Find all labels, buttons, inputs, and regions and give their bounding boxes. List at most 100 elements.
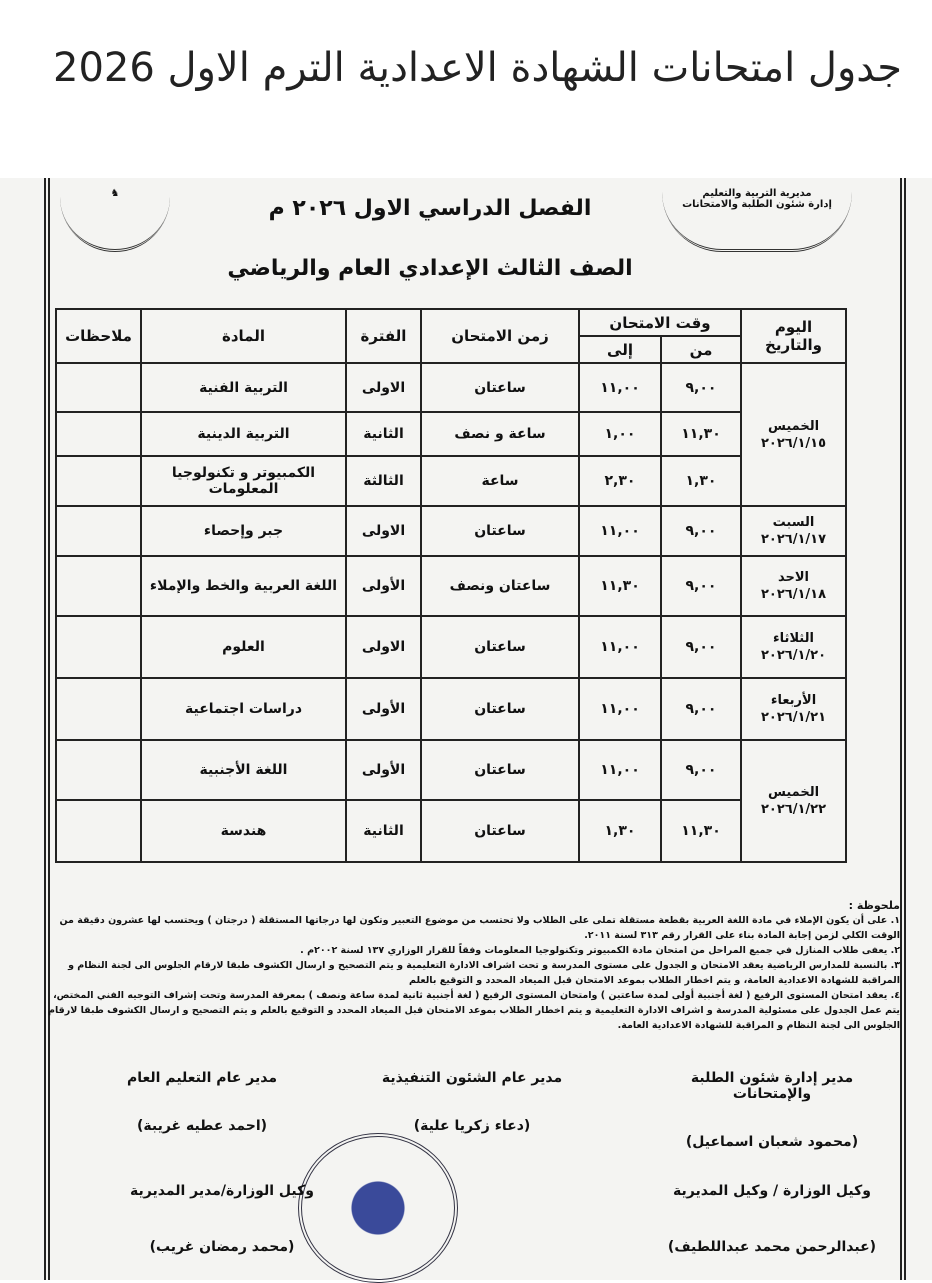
official-stamp [298, 1133, 458, 1283]
from-cell: ١١,٣٠ [660, 799, 742, 863]
exam-date: ٢٠٢٦/١/٢٢ [760, 802, 827, 817]
table-row: الاحد ٢٠٢٦/١/١٨ ٩,٠٠ ١١,٣٠ ساعتان ونصف الأولى… [55, 555, 847, 617]
to-cell: ١,٠٠ [578, 411, 662, 457]
to-cell: ١١,٠٠ [578, 505, 662, 557]
duration-cell: ساعتان [420, 362, 580, 413]
day-date-cell: الخميس ٢٠٢٦/١/١٥ [740, 362, 847, 507]
org-line: مديرية التربية والتعليم [702, 188, 812, 199]
exam-date: ٢٠٢٦/١/٢٠ [760, 648, 827, 663]
header-exam-time: وقت الامتحان [578, 308, 742, 337]
duration-cell: ساعتان [420, 505, 580, 557]
day-date-cell: الاحد ٢٠٢٦/١/١٨ [740, 555, 847, 617]
to-cell: ١١,٠٠ [578, 677, 662, 741]
from-cell: ٩,٠٠ [660, 615, 742, 679]
subject-cell: اللغة العربية والخط والإملاء [140, 555, 347, 617]
period-cell: الأولى [345, 739, 422, 801]
signature-title: مدير إدارة شئون الطلبة والإمتحانات [690, 1070, 854, 1102]
header-period: الفترة [345, 308, 422, 364]
term-title: الفصل الدراسي الاول ٢٠٢٦ م [268, 196, 592, 221]
period-cell: الثالثة [345, 455, 422, 507]
notes-cell [55, 555, 142, 617]
notes-cell [55, 799, 142, 863]
notes-cell [55, 455, 142, 507]
signature-block: مدير عام التعليم العام (احمد عطيه غريبة) [82, 1070, 322, 1134]
signature-name: (عبدالرحمن محمد عبداللطيف) [667, 1239, 877, 1255]
signature-title: مدير عام التعليم العام [127, 1070, 277, 1086]
to-cell: ١١,٣٠ [578, 555, 662, 617]
frame-border-right [900, 178, 906, 1280]
signature-title: وكيل الوزارة/مدير المديرية [130, 1183, 314, 1199]
from-cell: ٩,٠٠ [660, 739, 742, 801]
to-cell: ٢,٣٠ [578, 455, 662, 507]
exam-date: ٢٠٢٦/١/١٥ [760, 435, 827, 451]
directorate-emblem: مديرية التربية والتعليم إدارة شئون الطلب… [662, 182, 852, 252]
table-row: الخميس ٢٠٢٦/١/١٥ ٩,٠٠ ١١,٠٠ ساعتان الاولى التر… [55, 362, 847, 507]
period-cell: الاولى [345, 362, 422, 413]
signature-name: (احمد عطيه غريبة) [136, 1118, 268, 1134]
day-name: الثلاثاء [773, 631, 814, 646]
header-from: من [660, 335, 742, 364]
period-cell: الاولى [345, 615, 422, 679]
day-date-cell: الثلاثاء ٢٠٢٦/١/٢٠ [740, 615, 847, 679]
table-row: الثلاثاء ٢٠٢٦/١/٢٠ ٩,٠٠ ١١,٠٠ ساعتان الاولى ال… [55, 615, 847, 679]
frame-border-left [44, 178, 50, 1280]
duration-cell: ساعتان [420, 799, 580, 863]
from-cell: ٩,٠٠ [660, 555, 742, 617]
subject-cell: اللغة الأجنبية [140, 739, 347, 801]
day-name: الأربعاء [770, 693, 817, 708]
header-notes: ملاحظات [55, 308, 142, 364]
subject-cell: الكمبيوتر و تكنولوجيا المعلومات [140, 455, 347, 507]
note-item: ١. على أن يكون الإملاء في مادة اللغة الع… [59, 915, 900, 941]
signature-title: وكيل الوزارة / وكيل المديرية [673, 1183, 871, 1199]
to-cell: ١١,٠٠ [578, 615, 662, 679]
signature-title: مدير عام الشئون التنفيذية [381, 1070, 563, 1086]
subject-cell: التربية الفنية [140, 362, 347, 413]
duration-cell: ساعتان ونصف [420, 555, 580, 617]
day-date-cell: الأربعاء ٢٠٢٦/١/٢١ [740, 677, 847, 741]
from-cell: ٩,٠٠ [660, 362, 742, 413]
period-cell: الأولى [345, 677, 422, 741]
signature-name: (دعاء زكريا علية) [413, 1118, 531, 1134]
signature-name: (محمد رمضان غريب) [149, 1239, 295, 1255]
table-row: ١١,٣٠ ١,٣٠ ساعتان الثانية هندسة [55, 799, 846, 863]
from-cell: ٩,٠٠ [660, 677, 742, 741]
logo-emblem: ♞ [60, 182, 170, 252]
period-cell: الاولى [345, 505, 422, 557]
notes-cell [55, 411, 142, 457]
post-title: جدول امتحانات الشهادة الاعدادية الترم ال… [53, 45, 902, 91]
day-name: السبت [772, 515, 815, 530]
duration-cell: ساعة و نصف [420, 411, 580, 457]
notes-cell [55, 615, 142, 679]
table-row: الخميس ٢٠٢٦/١/٢٢ ٩,٠٠ ١١,٠٠ ساعتان الأولى اللغ… [55, 739, 847, 863]
note-item: ٣. بالنسبة للمدارس الرياضية يعقد الامتحا… [68, 960, 900, 986]
exam-schedule-document: مديرية التربية والتعليم إدارة شئون الطلب… [0, 178, 932, 1283]
exam-date: ٢٠٢٦/١/٢١ [760, 710, 827, 725]
notes-cell [55, 677, 142, 741]
signature-block: وكيل الوزارة / وكيل المديرية (عبدالرحمن م… [652, 1183, 892, 1255]
subject-cell: هندسة [140, 799, 347, 863]
notes-section: ملحوظة : ١. على أن يكون الإملاء في مادة … [40, 898, 900, 1033]
note-item: ٤. يعقد امتحان المستوى الرفيع ( لغة أجنب… [48, 990, 900, 1031]
schedule-table: اليوم والتاريخ وقت الامتحان زمن الامتحان… [55, 308, 847, 863]
header-day-date: اليوم والتاريخ [740, 308, 847, 364]
notes-label: ملحوظة : [848, 899, 900, 912]
from-cell: ٩,٠٠ [660, 505, 742, 557]
to-cell: ١١,٠٠ [578, 739, 662, 801]
duration-cell: ساعة [420, 455, 580, 507]
signature-block: وكيل الوزارة/مدير المديرية (محمد رمضان غر… [72, 1183, 372, 1255]
table-row: ١,٣٠ ٢,٣٠ ساعة الثالثة الكمبيوتر و تكنولوجيا… [55, 455, 846, 507]
exam-date: ٢٠٢٦/١/١٨ [760, 587, 827, 602]
header-to: إلى [578, 335, 662, 364]
exam-date: ٢٠٢٦/١/١٧ [760, 532, 827, 547]
grade-title: الصف الثالث الإعدادي العام والرياضي [227, 256, 633, 281]
day-name: الخميس [767, 785, 820, 800]
to-cell: ١,٣٠ [578, 799, 662, 863]
day-name: الخميس [767, 418, 820, 434]
subject-cell: جبر وإحصاء [140, 505, 347, 557]
duration-cell: ساعتان [420, 615, 580, 679]
note-item: ٢. يعفى طلاب المنازل في جميع المراحل من … [300, 945, 900, 956]
notes-cell [55, 739, 142, 801]
table-row: السبت ٢٠٢٦/١/١٧ ٩,٠٠ ١١,٠٠ ساعتان الاولى جبر و… [55, 505, 847, 557]
table-row: ١١,٣٠ ١,٠٠ ساعة و نصف الثانية التربية الديني… [55, 411, 846, 457]
day-date-cell: السبت ٢٠٢٦/١/١٧ [740, 505, 847, 557]
